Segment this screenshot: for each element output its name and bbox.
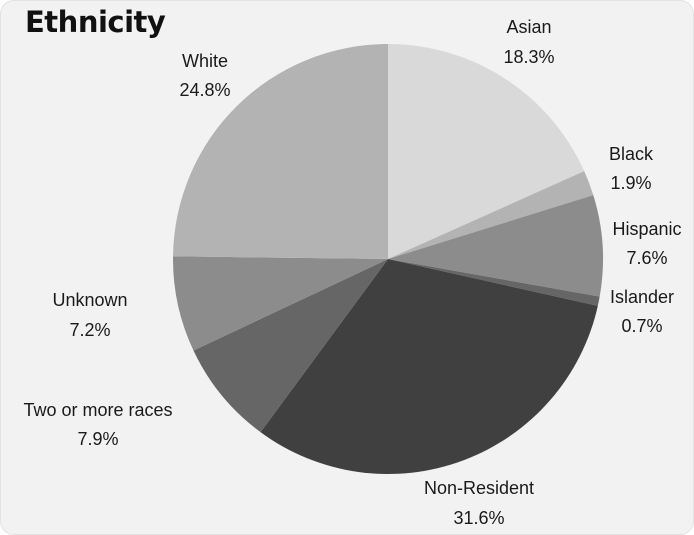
slice-label-asian: Asian <box>506 17 551 37</box>
pie-slice-black <box>388 171 594 259</box>
slice-percent-asian: 18.3% <box>503 47 554 67</box>
pie-slice-islander <box>388 259 600 306</box>
pie-slice-white <box>173 44 388 259</box>
chart-title: Ethnicity <box>25 5 166 39</box>
slice-percent-non-resident: 31.6% <box>453 508 504 528</box>
slice-label-black: Black <box>609 144 654 164</box>
slice-percent-hispanic: 7.6% <box>626 248 667 268</box>
slice-label-islander: Islander <box>610 287 674 307</box>
pie-slice-hispanic <box>388 195 604 297</box>
slice-label-hispanic: Hispanic <box>612 219 681 239</box>
slice-percent-two-or-more-races: 7.9% <box>77 429 118 449</box>
slice-label-white: White <box>182 51 228 71</box>
slice-percent-islander: 0.7% <box>621 316 662 336</box>
slice-percent-white: 24.8% <box>179 80 230 100</box>
slice-percent-black: 1.9% <box>610 173 651 193</box>
pie-slice-two-or-more-races <box>193 259 388 433</box>
pie-slice-asian <box>388 44 585 259</box>
pie-slice-unknown <box>173 256 388 351</box>
slice-label-non-resident: Non-Resident <box>424 478 534 498</box>
slice-percent-unknown: 7.2% <box>69 320 110 340</box>
slice-label-two-or-more-races: Two or more races <box>23 400 172 420</box>
pie-slice-non-resident <box>260 259 598 474</box>
slice-label-unknown: Unknown <box>52 290 127 310</box>
